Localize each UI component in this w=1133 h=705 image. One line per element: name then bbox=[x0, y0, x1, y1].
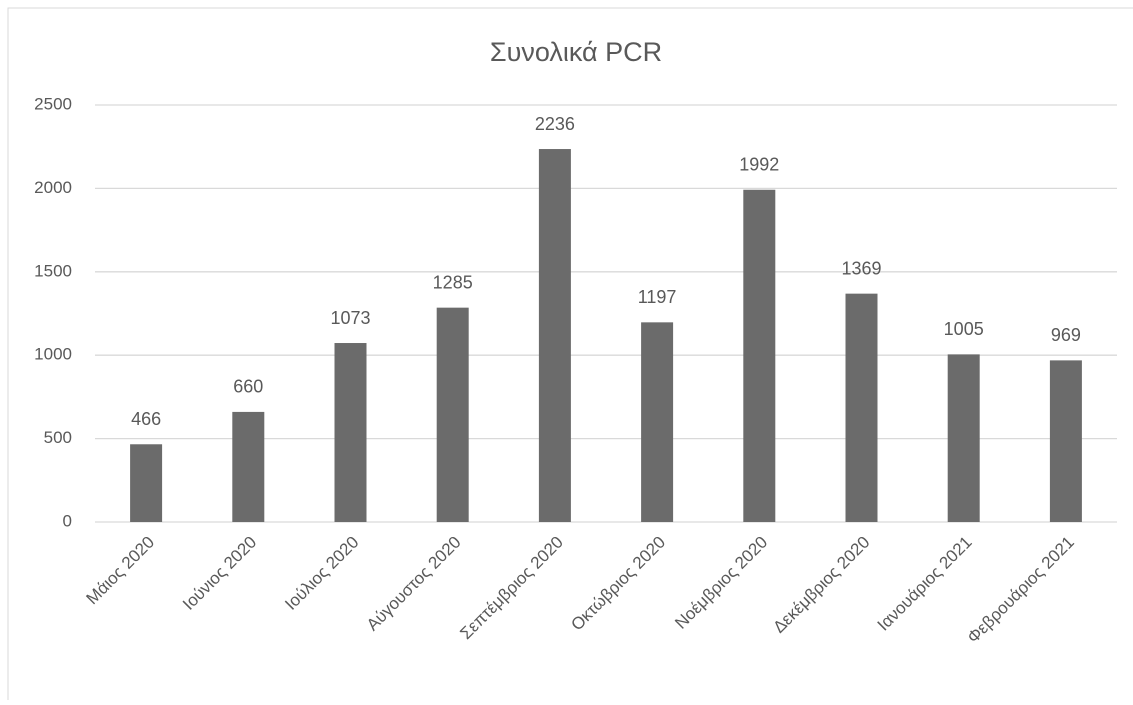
bar bbox=[436, 307, 469, 522]
bar bbox=[743, 189, 776, 522]
y-tick-label: 2500 bbox=[34, 94, 72, 113]
y-tick-label: 1000 bbox=[34, 345, 72, 364]
bar bbox=[232, 411, 265, 522]
data-label: 1197 bbox=[638, 287, 677, 307]
chart-title: Συνολικά PCR bbox=[490, 37, 662, 67]
bar bbox=[1049, 360, 1082, 522]
data-label: 466 bbox=[131, 409, 161, 429]
data-label: 660 bbox=[233, 377, 263, 397]
data-label: 969 bbox=[1051, 325, 1081, 345]
y-tick-label: 500 bbox=[44, 428, 72, 447]
y-tick-label: 1500 bbox=[34, 261, 72, 280]
bar bbox=[538, 149, 571, 522]
bar bbox=[641, 322, 674, 522]
data-label: 1992 bbox=[739, 154, 779, 174]
y-tick-label: 0 bbox=[63, 511, 72, 530]
bar bbox=[845, 293, 878, 522]
bar bbox=[334, 343, 367, 522]
data-label: 1073 bbox=[330, 308, 370, 328]
data-label: 1285 bbox=[433, 272, 473, 292]
bar bbox=[947, 354, 980, 522]
data-label: 1005 bbox=[944, 319, 984, 339]
data-label: 2236 bbox=[535, 114, 575, 134]
data-label: 1369 bbox=[841, 258, 881, 278]
y-tick-label: 2000 bbox=[34, 178, 72, 197]
bar bbox=[130, 444, 163, 522]
